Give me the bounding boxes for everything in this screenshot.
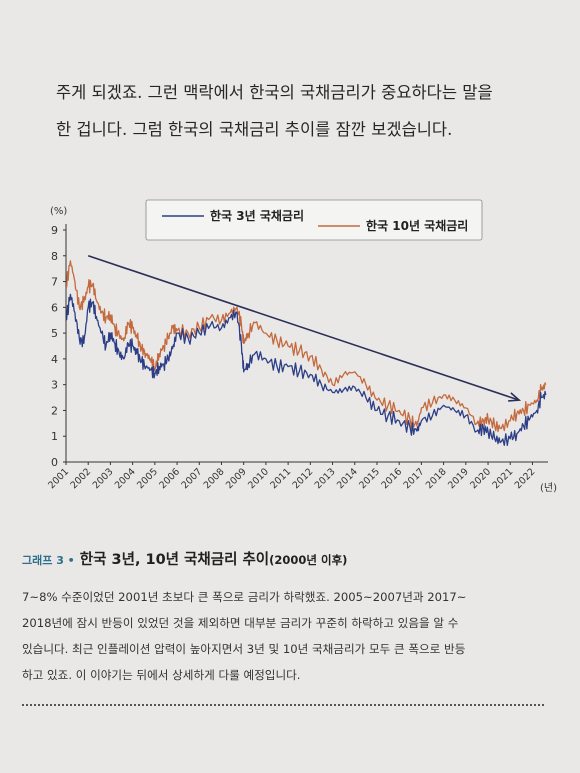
intro-text: 주게 되겠죠. 그런 맥락에서 한국의 국채금리가 중요하다는 말을 한 겁니다… — [56, 74, 556, 148]
x-tick-label: 2005 — [135, 466, 160, 491]
series-line-3y — [65, 293, 547, 447]
legend-label-3y: 한국 3년 국채금리 — [210, 208, 304, 223]
x-tick-label: 2021 — [490, 466, 515, 491]
y-axis-unit: (%) — [50, 206, 67, 217]
description-line: 2018년에 잠시 반등이 있었던 것을 제외하면 대부분 금리가 꾸준히 하락… — [22, 616, 459, 630]
x-tick-label: 2020 — [468, 466, 493, 491]
x-axis: 2001200220032004200520062007200820092010… — [46, 462, 538, 491]
intro-line: 주게 되겠죠. 그런 맥락에서 한국의 국채금리가 중요하다는 말을 — [56, 83, 493, 102]
x-tick-label: 2002 — [68, 466, 93, 491]
caption-subtitle: (2000년 이후) — [269, 553, 348, 567]
y-tick-label: 0 — [51, 456, 58, 469]
x-tick-label: 2012 — [291, 466, 316, 491]
legend-box — [145, 199, 483, 241]
y-tick-label: 3 — [51, 379, 58, 392]
x-tick-label: 2016 — [379, 466, 404, 491]
description-line: 있습니다. 최근 인플레이션 압력이 높아지면서 3년 및 10년 국채금리가 … — [22, 642, 466, 656]
y-tick-label: 6 — [51, 301, 58, 314]
x-tick-label: 2018 — [424, 466, 449, 491]
x-tick-label: 2009 — [224, 466, 249, 491]
intro-line: 한 겁니다. 그럼 한국의 국채금리 추이를 잠깐 보겠습니다. — [56, 120, 453, 139]
x-tick-label: 2011 — [268, 466, 293, 491]
chart-series — [65, 260, 547, 447]
description-line: 7~8% 수준이었던 2001년 초보다 큰 폭으로 금리가 하락했죠. 200… — [22, 590, 467, 604]
trend-arrow — [87, 255, 522, 402]
x-tick-label: 2017 — [402, 466, 427, 491]
x-axis-unit: (년) — [540, 482, 557, 494]
x-tick-label: 2001 — [46, 466, 71, 491]
x-tick-label: 2019 — [446, 466, 471, 491]
chart-legend: 한국 3년 국채금리 한국 10년 국채금리 — [145, 199, 483, 241]
y-tick-label: 2 — [51, 404, 58, 417]
y-tick-label: 8 — [51, 250, 58, 263]
y-tick-label: 7 — [51, 276, 58, 289]
x-tick-label: 2008 — [202, 466, 227, 491]
dotted-divider — [22, 704, 544, 706]
x-tick-label: 2013 — [313, 466, 338, 491]
description: 7~8% 수준이었던 2001년 초보다 큰 폭으로 금리가 하락했죠. 200… — [22, 584, 557, 688]
y-tick-label: 9 — [51, 224, 58, 237]
x-tick-label: 2006 — [157, 466, 182, 491]
x-tick-label: 2003 — [91, 466, 116, 491]
series-line-10y — [65, 260, 547, 433]
x-tick-label: 2004 — [113, 466, 138, 491]
caption-tag: 그래프 3 • — [22, 554, 75, 567]
y-axis: 0 1 2 3 4 5 6 7 8 9 — [51, 224, 66, 469]
trend-arrow-head — [508, 392, 522, 402]
legend-label-10y: 한국 10년 국채금리 — [366, 218, 468, 233]
x-tick-label: 2014 — [335, 466, 360, 491]
y-tick-label: 1 — [51, 430, 58, 443]
description-line: 하고 있죠. 이 이야기는 뒤에서 상세하게 다룰 예정입니다. — [22, 668, 301, 682]
trend-arrow-line — [87, 255, 520, 401]
chart-caption: 그래프 3 • 한국 3년, 10년 국채금리 추이(2000년 이후) — [22, 548, 347, 569]
x-tick-label: 2007 — [180, 466, 205, 491]
y-tick-label: 4 — [51, 353, 58, 366]
y-tick-label: 5 — [51, 327, 58, 340]
x-tick-label: 2010 — [246, 466, 271, 491]
caption-title: 한국 3년, 10년 국채금리 추이 — [79, 552, 270, 568]
chart-axes — [65, 224, 548, 463]
x-tick-label: 2015 — [357, 466, 382, 491]
x-tick-label: 2022 — [513, 466, 538, 491]
